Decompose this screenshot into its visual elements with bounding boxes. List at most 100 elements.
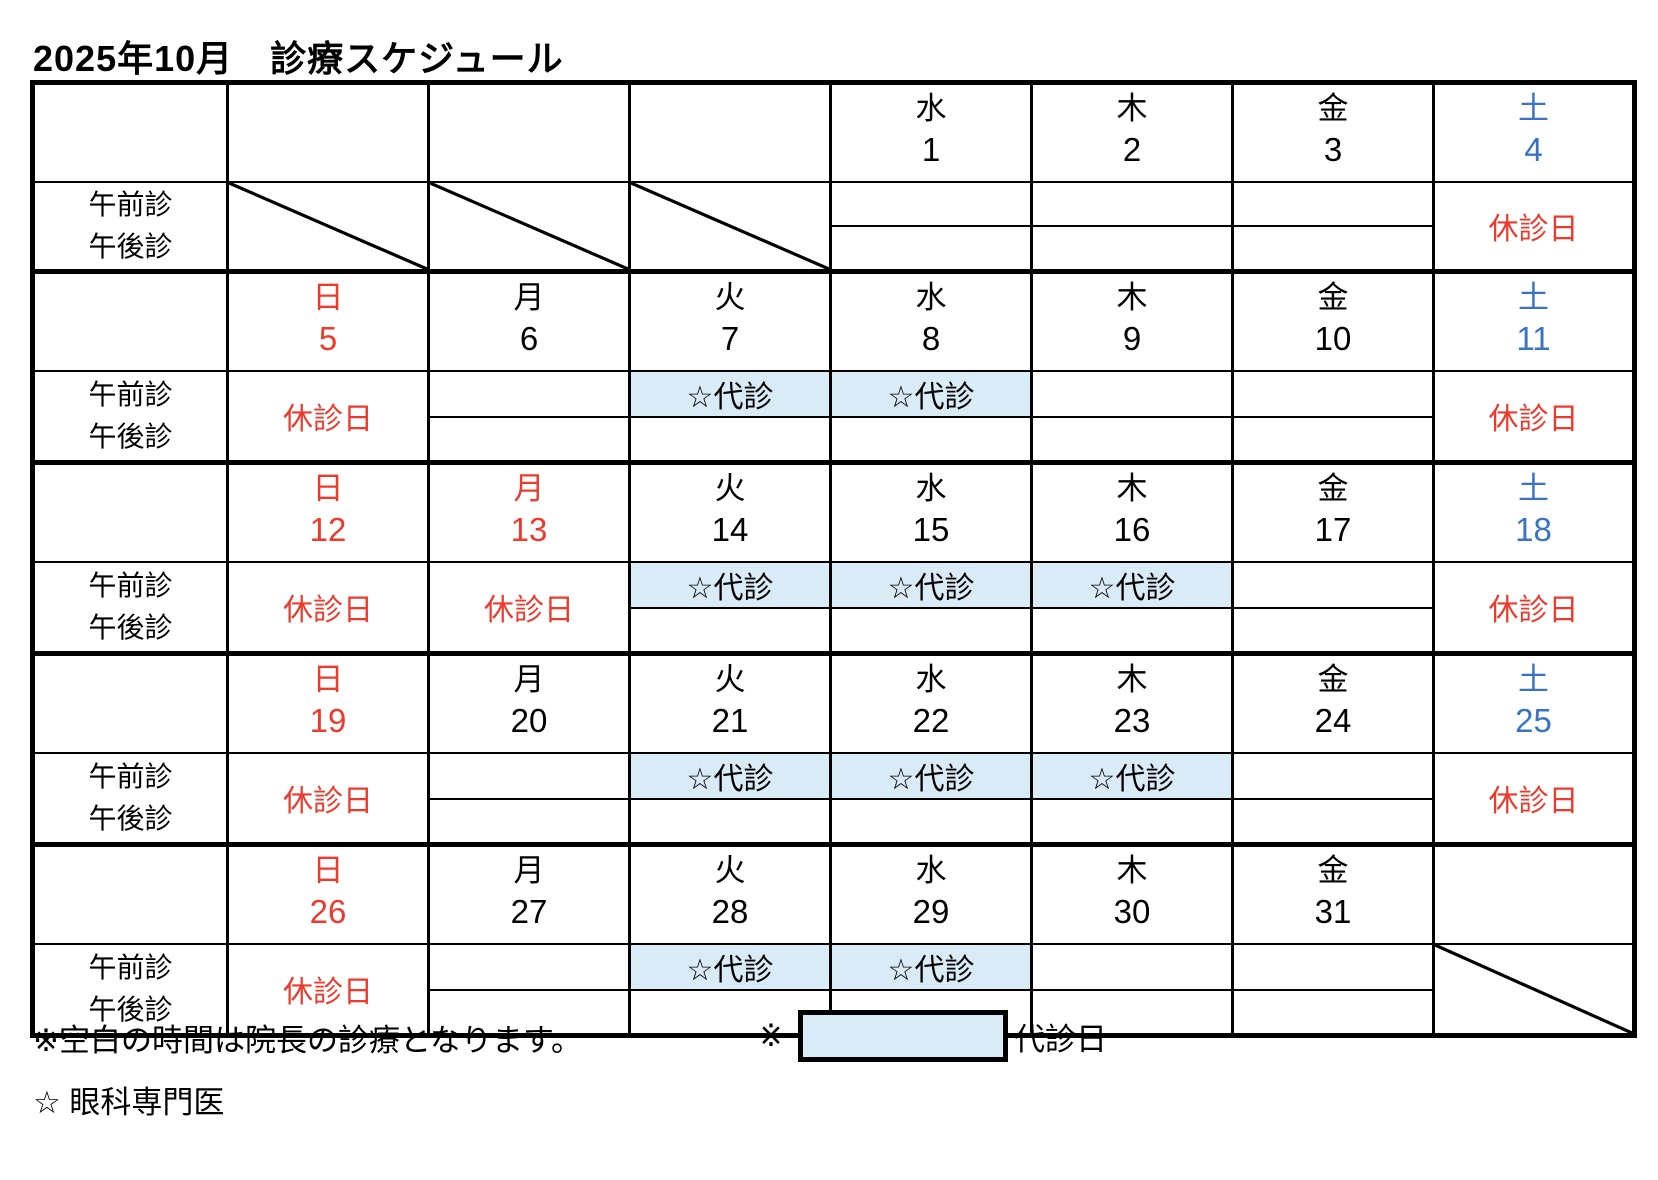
corner-cell <box>31 651 229 754</box>
day-header: 土 18 <box>1432 460 1636 563</box>
date-label: 28 <box>711 892 749 930</box>
diagonal-cell <box>1432 943 1636 1037</box>
date-label: 12 <box>309 510 347 548</box>
morning-cell <box>1231 943 1435 991</box>
afternoon-cell <box>829 225 1033 273</box>
date-label: 17 <box>1314 510 1352 548</box>
date-label: 13 <box>510 510 548 548</box>
date-label: 20 <box>510 701 548 739</box>
dow-label: 火 <box>714 853 746 888</box>
afternoon-cell <box>628 798 832 846</box>
closed-day-cell: 休診日 <box>1432 752 1636 846</box>
substitute-cell: ☆代診 <box>1030 561 1234 609</box>
closed-day-cell: 休診日 <box>226 561 430 655</box>
day-header: 水 15 <box>829 460 1033 563</box>
morning-cell <box>1030 370 1234 418</box>
day-header: 金 10 <box>1231 269 1435 372</box>
date-label: 9 <box>1122 319 1142 357</box>
date-label: 31 <box>1314 892 1352 930</box>
morning-cell <box>1030 181 1234 227</box>
closed-day-cell: 休診日 <box>226 752 430 846</box>
week-block-4: 日 19 月 20 火 21 水 22 木 23 金 24 <box>31 651 1636 846</box>
morning-cell <box>427 752 631 800</box>
day-header: 日 5 <box>226 269 430 372</box>
session-row-labels: 午前診 午後診 <box>31 561 229 655</box>
session-row-labels: 午前診 午後診 <box>31 181 229 273</box>
session-row-labels: 午前診 午後診 <box>31 752 229 846</box>
dow-label: 水 <box>915 471 947 506</box>
date-label: 30 <box>1113 892 1151 930</box>
date-label: 3 <box>1323 130 1343 168</box>
dow-label: 木 <box>1116 280 1148 315</box>
day-header <box>427 80 631 183</box>
morning-cell <box>1231 752 1435 800</box>
day-header: 土 11 <box>1432 269 1636 372</box>
afternoon-row-label: 午後診 <box>88 612 173 643</box>
date-label: 26 <box>309 892 347 930</box>
morning-cell <box>1030 943 1234 991</box>
date-label: 16 <box>1113 510 1151 548</box>
dow-label: 金 <box>1317 662 1349 697</box>
dow-label: 日 <box>312 853 344 888</box>
day-header: 日 19 <box>226 651 430 754</box>
closed-day-cell: 休診日 <box>427 561 631 655</box>
legend-label: 代診日 <box>1013 1021 1107 1057</box>
legend-substitute-day: ※ 代診日 <box>758 1010 1107 1062</box>
substitute-cell: ☆代診 <box>628 943 832 991</box>
dow-label: 水 <box>915 280 947 315</box>
day-header: 金 31 <box>1231 842 1435 945</box>
dow-label: 月 <box>513 853 545 888</box>
dow-label: 土 <box>1518 471 1549 506</box>
dow-label: 月 <box>513 471 545 506</box>
substitute-cell: ☆代診 <box>829 943 1033 991</box>
morning-cell <box>1231 181 1435 227</box>
week-block-1: 水 1 木 2 金 3 土 4 午前診 午後診 <box>31 80 1636 273</box>
dow-label: 木 <box>1116 853 1148 888</box>
week-block-3: 日 12 月 13 火 14 水 15 木 16 金 17 <box>31 460 1636 655</box>
day-header: 金 24 <box>1231 651 1435 754</box>
afternoon-cell <box>1030 798 1234 846</box>
afternoon-cell <box>628 416 832 464</box>
dow-label: 土 <box>1518 662 1549 697</box>
day-header: 水 8 <box>829 269 1033 372</box>
day-header: 日 12 <box>226 460 430 563</box>
substitute-cell: ☆代診 <box>628 561 832 609</box>
afternoon-row-label: 午後診 <box>88 231 173 262</box>
dow-label: 木 <box>1116 662 1148 697</box>
dow-label: 火 <box>714 280 746 315</box>
dow-label: 木 <box>1116 471 1148 506</box>
legend-mark: ※ <box>758 1018 784 1053</box>
page-title: 2025年10月 診療スケジュール <box>33 38 564 79</box>
dow-label: 土 <box>1518 91 1549 126</box>
day-header <box>226 80 430 183</box>
day-header: 木 23 <box>1030 651 1234 754</box>
dow-label: 月 <box>513 280 545 315</box>
morning-row-label: 午前診 <box>88 570 173 601</box>
substitute-cell: ☆代診 <box>829 561 1033 609</box>
afternoon-cell <box>427 416 631 464</box>
date-label: 27 <box>510 892 548 930</box>
day-header: 土 25 <box>1432 651 1636 754</box>
afternoon-cell <box>427 798 631 846</box>
afternoon-cell <box>1231 989 1435 1037</box>
note-eye-specialist: ☆ 眼科専門医 <box>33 1085 225 1120</box>
day-header: 水 29 <box>829 842 1033 945</box>
morning-cell <box>427 370 631 418</box>
day-header: 月 27 <box>427 842 631 945</box>
substitute-cell: ☆代診 <box>628 752 832 800</box>
closed-day-cell: 休診日 <box>1432 561 1636 655</box>
diagonal-cell <box>226 181 430 273</box>
dow-label: 金 <box>1317 91 1349 126</box>
day-header: 木 9 <box>1030 269 1234 372</box>
day-header: 金 17 <box>1231 460 1435 563</box>
date-label: 8 <box>921 319 941 357</box>
afternoon-cell <box>1030 416 1234 464</box>
dow-label: 水 <box>915 91 947 126</box>
date-label: 10 <box>1314 319 1352 357</box>
schedule-table: 水 1 木 2 金 3 土 4 午前診 午後診 <box>30 80 1637 1038</box>
note-blank-times: ※空白の時間は院長の診療となります。 <box>33 1023 582 1058</box>
afternoon-cell <box>829 798 1033 846</box>
day-header: 木 2 <box>1030 80 1234 183</box>
day-header: 水 1 <box>829 80 1033 183</box>
morning-cell <box>427 943 631 991</box>
